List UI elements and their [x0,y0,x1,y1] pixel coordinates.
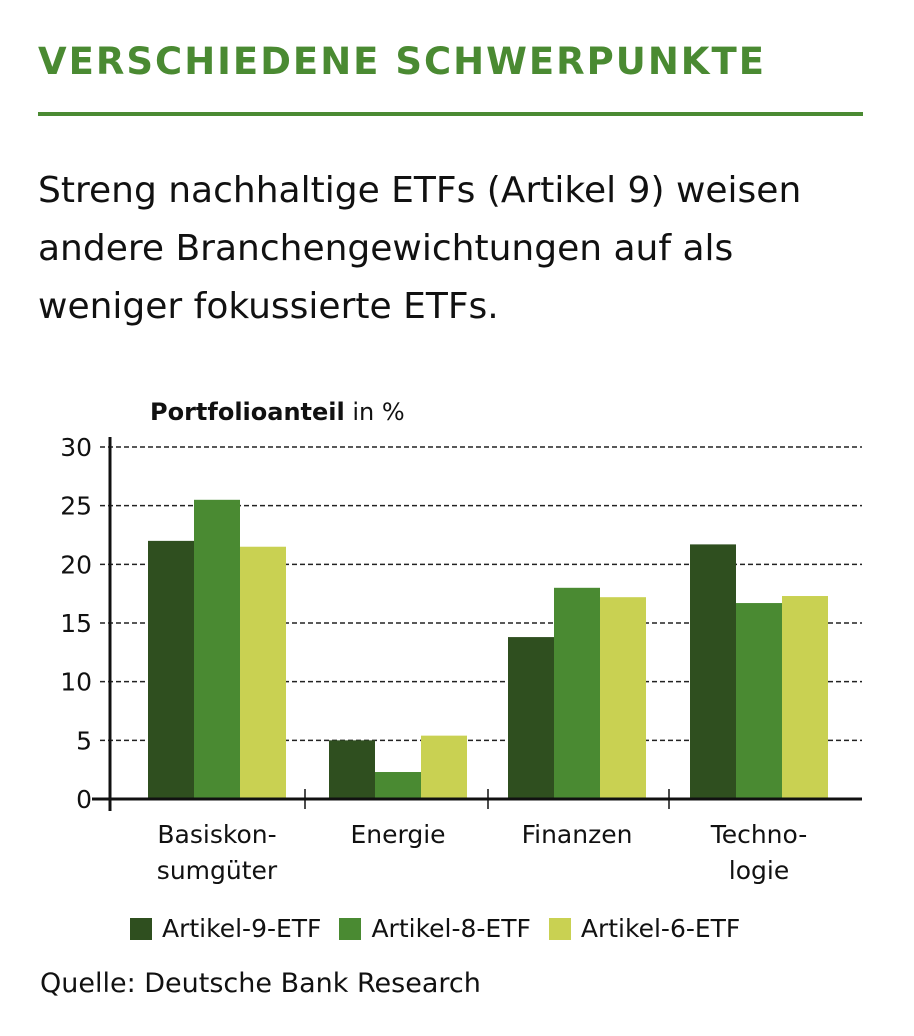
chart-title: VERSCHIEDENE SCHWERPUNKTE [38,40,766,83]
bar-artikel-9-etf-2 [508,637,554,799]
y-tick-label: 10 [60,668,92,697]
y-tick-label: 20 [60,550,92,579]
legend-label: Artikel-8-ETF [371,914,531,943]
source-note: Quelle: Deutsche Bank Research [40,968,481,999]
legend-item-artikel-8: Artikel-8-ETF [339,914,531,943]
y-tick-label: 25 [60,492,92,521]
bar-artikel-8-etf-2 [554,587,600,799]
x-category-label: Energie [350,820,445,849]
x-category-label: sumgüter [157,856,278,885]
title-divider [38,112,863,116]
y-axis-label: Portfolioanteil in % [150,398,405,426]
x-category-label: Finanzen [522,820,633,849]
x-category-label: Techno- [710,820,808,849]
bar-artikel-9-etf-3 [690,544,736,799]
bar-artikel-6-etf-1 [421,735,467,799]
bar-artikel-6-etf-0 [240,546,286,799]
legend-swatch [548,917,571,940]
bar-artikel-9-etf-0 [148,540,194,799]
chart-subtitle: Streng nachhaltige ETFs (Artikel 9) weis… [38,170,802,327]
legend-swatch [130,917,152,940]
bar-artikel-8-etf-1 [375,772,421,799]
legend-item-artikel-9: Artikel-9-ETF [130,914,321,943]
legend-item-artikel-6: Artikel-6-ETF [548,914,741,943]
y-axis-label-unit: in % [344,398,405,426]
bar-artikel-8-etf-3 [736,603,782,799]
x-category-label: logie [729,856,789,885]
legend-label: Artikel-6-ETF [580,914,741,943]
y-axis-label-bold: Portfolioanteil [150,398,345,426]
legend-label: Artikel-9-ETF [162,914,322,943]
bar-artikel-6-etf-2 [600,597,646,799]
y-tick-label: 30 [60,433,92,462]
legend: Artikel-9-ETF Artikel-8-ETF Artikel-6-ET… [130,914,740,943]
legend-swatch [339,917,362,940]
bar-artikel-9-etf-1 [329,740,375,799]
y-tick-label: 5 [76,726,92,755]
x-category-label: Basiskon- [157,820,276,849]
y-tick-label: 0 [76,785,92,814]
bar-artikel-6-etf-3 [782,596,828,799]
bar-artikel-8-etf-0 [194,499,240,799]
y-tick-label: 15 [60,609,92,638]
